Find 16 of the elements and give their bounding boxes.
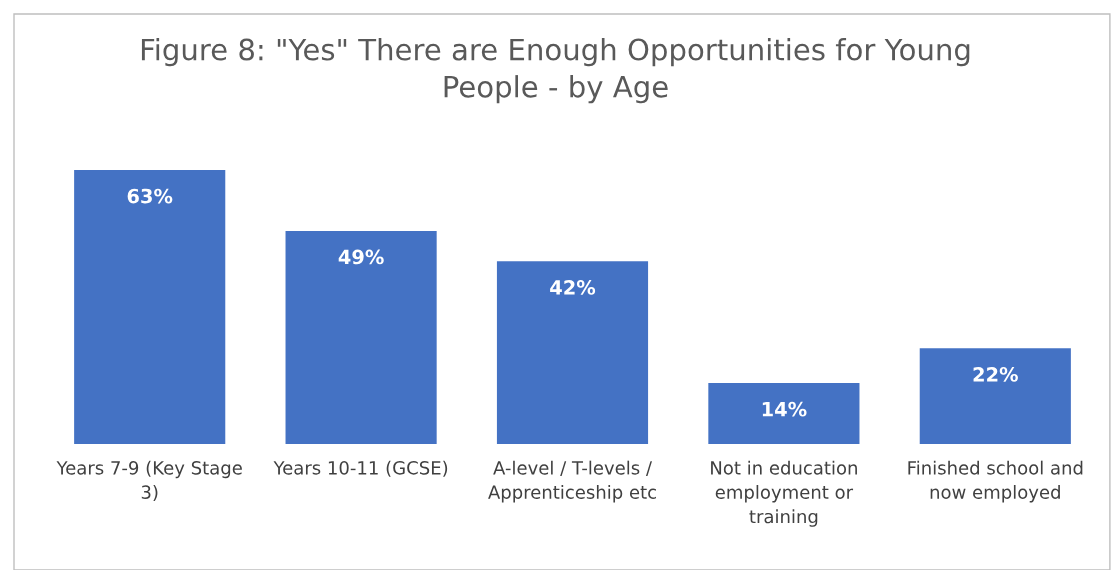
data-label: 42% <box>550 280 596 295</box>
bar <box>496 261 649 444</box>
x-tick-label: Years 7-9 (Key Stage 3) <box>56 460 242 502</box>
bar <box>74 170 226 444</box>
chart-title: Figure 8: "Yes" There are Enough Opportunities for Young People - by Age <box>141 38 970 104</box>
x-tick-label: Not in education employment or training <box>711 460 857 527</box>
bar <box>919 348 1071 444</box>
x-tick-label: Years 10-11 (GCSE) <box>273 460 448 477</box>
x-tick-label: A-level / T-levels / Apprenticeship etc <box>488 460 656 503</box>
data-label: 49% <box>338 249 384 265</box>
bar <box>708 383 860 444</box>
x-tick-label: Finished school and now employed <box>908 460 1083 503</box>
data-label: 14% <box>762 401 807 417</box>
data-label: 63% <box>127 188 173 204</box>
bar <box>285 230 437 444</box>
data-label: 22% <box>973 367 1018 382</box>
